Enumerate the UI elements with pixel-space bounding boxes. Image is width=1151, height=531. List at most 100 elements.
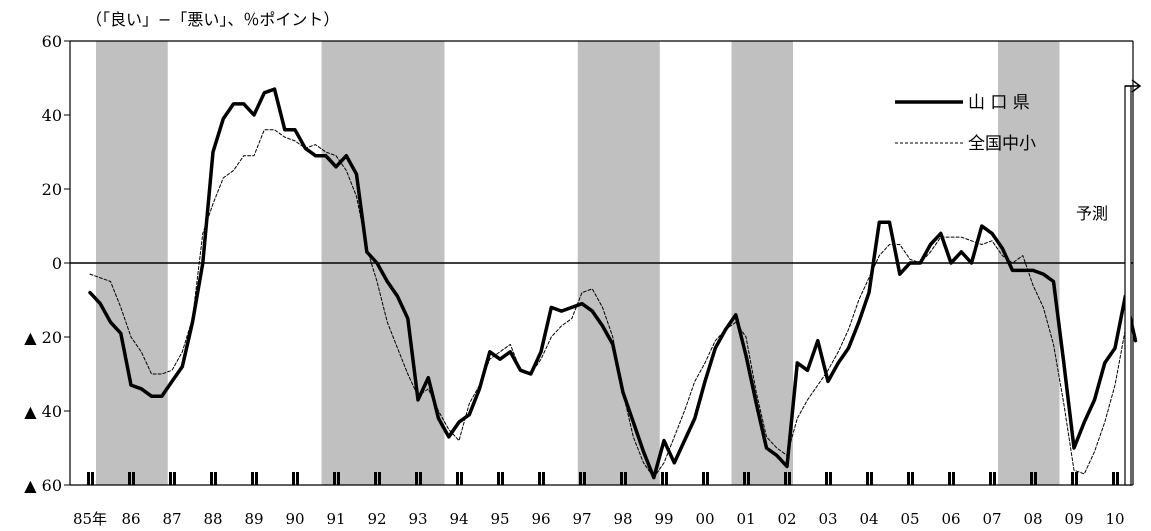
series-layer	[88, 87, 1138, 480]
quarter-ticks	[87, 472, 1119, 485]
forecast-label: 予測	[1076, 204, 1108, 223]
quarter-tick	[91, 472, 94, 485]
quarter-tick	[747, 472, 750, 485]
quarter-tick	[911, 472, 914, 485]
quarter-tick	[583, 472, 586, 485]
quarter-tick	[1034, 472, 1037, 485]
quarter-tick	[251, 472, 254, 485]
quarter-tick	[579, 472, 582, 485]
x-tick-label: 02	[777, 510, 796, 528]
quarter-tick	[788, 472, 791, 485]
quarter-tick	[825, 472, 828, 485]
quarter-tick	[87, 472, 90, 485]
y-tick-label: ▲ 60	[24, 476, 62, 495]
x-tick-label: 06	[941, 510, 960, 528]
x-tick-label: 91	[326, 510, 345, 528]
quarter-tick	[378, 472, 381, 485]
quarter-tick	[989, 472, 992, 485]
x-tick-label: 86	[121, 510, 140, 528]
unit-label: （「良い」−「悪い」、％ポイント）	[86, 10, 340, 29]
quarter-tick	[661, 472, 664, 485]
quarter-tick	[210, 472, 213, 485]
x-tick-label: 03	[818, 510, 837, 528]
quarter-tick	[1071, 472, 1074, 485]
quarter-tick	[1116, 472, 1119, 485]
quarter-tick	[419, 472, 422, 485]
x-tick-label: 95	[490, 510, 509, 528]
quarter-tick	[333, 472, 336, 485]
x-tick-label: 05	[900, 510, 919, 528]
quarter-tick	[952, 472, 955, 485]
series-line-national	[89, 129, 1136, 479]
x-tick-label: 89	[244, 510, 263, 528]
legend: 山 口 県 全国中小	[895, 93, 1036, 154]
quarter-tick	[173, 472, 176, 485]
y-tick-label: ▲ 40	[24, 402, 62, 421]
quarter-tick	[415, 472, 418, 485]
x-tick-label: 10	[1105, 510, 1124, 528]
quarter-tick	[128, 472, 131, 485]
quarter-tick	[624, 472, 627, 485]
forecast-box	[1124, 85, 1132, 486]
x-tick-label: 00	[695, 510, 714, 528]
quarter-tick	[870, 472, 873, 485]
forecast-marker: 予測	[1076, 79, 1142, 486]
quarter-tick	[702, 472, 705, 485]
quarter-tick	[292, 472, 295, 485]
x-tick-label: 08	[1023, 510, 1042, 528]
quarter-tick	[538, 472, 541, 485]
quarter-tick	[743, 472, 746, 485]
quarter-tick	[948, 472, 951, 485]
x-tick-label: 96	[531, 510, 550, 528]
x-tick-label: 97	[572, 510, 591, 528]
quarter-tick	[1030, 472, 1033, 485]
quarter-tick	[460, 472, 463, 485]
quarter-tick	[214, 472, 217, 485]
quarter-tick	[829, 472, 832, 485]
quarter-tick	[665, 472, 668, 485]
quarter-tick	[501, 472, 504, 485]
x-tick-label: 93	[408, 510, 427, 528]
y-tick-label: 20	[42, 180, 62, 199]
quarter-tick	[907, 472, 910, 485]
y-axis-ticks: 60 40 20 0 ▲ 20 ▲ 40 ▲ 60	[24, 32, 70, 495]
legend-label-yamaguchi: 山 口 県	[968, 93, 1030, 113]
y-tick-label: 0	[52, 254, 62, 273]
quarter-tick	[132, 472, 135, 485]
quarter-tick	[374, 472, 377, 485]
quarter-tick	[993, 472, 996, 485]
legend-label-national: 全国中小	[968, 134, 1036, 154]
quarter-tick	[1112, 472, 1115, 485]
quarter-tick	[169, 472, 172, 485]
quarter-tick	[706, 472, 709, 485]
quarter-tick	[337, 472, 340, 485]
quarter-tick	[296, 472, 299, 485]
quarter-tick	[542, 472, 545, 485]
x-tick-label: 04	[859, 510, 878, 528]
x-tick-label: 88	[203, 510, 222, 528]
x-tick-label: 98	[613, 510, 632, 528]
quarter-tick	[255, 472, 258, 485]
y-tick-label: ▲ 20	[24, 328, 62, 347]
x-tick-label: 85年	[73, 510, 107, 528]
quarter-tick	[497, 472, 500, 485]
forecast-arrow-head	[1131, 79, 1142, 93]
quarter-tick	[1075, 472, 1078, 485]
x-tick-label: 87	[162, 510, 181, 528]
x-tick-label: 94	[449, 510, 468, 528]
y-tick-label: 60	[42, 32, 62, 51]
x-tick-label: 07	[982, 510, 1001, 528]
x-tick-label: 99	[654, 510, 673, 528]
quarter-tick	[620, 472, 623, 485]
quarter-tick	[866, 472, 869, 485]
quarter-tick	[784, 472, 787, 485]
x-tick-label: 92	[367, 510, 386, 528]
series-line-yamaguchi	[88, 87, 1138, 480]
x-tick-label: 01	[736, 510, 755, 528]
quarter-tick	[456, 472, 459, 485]
x-tick-label: 09	[1064, 510, 1083, 528]
x-axis-ticks: 85年 86 87 88 89 90 91 92 93 94 95 96 97 98 99 00 01 02 03 0…	[73, 510, 1125, 528]
y-tick-label: 40	[42, 106, 62, 125]
x-tick-label: 90	[285, 510, 304, 528]
